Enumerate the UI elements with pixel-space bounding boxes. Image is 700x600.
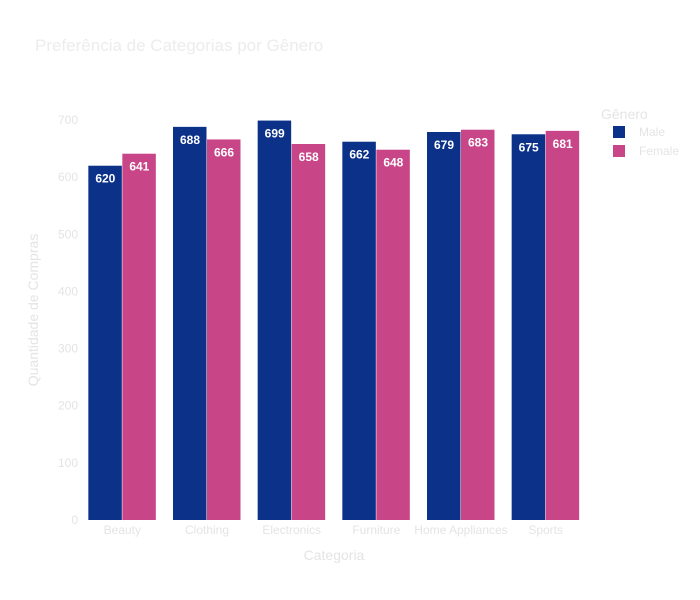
bar-male[interactable]: [173, 126, 207, 520]
x-tick-label: Sports: [528, 523, 563, 537]
x-tick-label: Electronics: [262, 523, 321, 537]
y-axis-title: Quantidade de Compras: [25, 234, 41, 387]
bar-female[interactable]: [545, 130, 580, 520]
bar-female[interactable]: [122, 153, 156, 520]
chart-title: Preferência de Categorias por Gênero: [35, 36, 323, 55]
bar-male[interactable]: [511, 134, 546, 521]
bar-value-label: 666: [214, 145, 234, 159]
legend-label-male[interactable]: Male: [639, 125, 665, 139]
bar-value-label: 683: [468, 136, 488, 150]
x-tick-label: Clothing: [185, 523, 229, 537]
x-tick-label: Beauty: [104, 523, 141, 537]
y-tick-label: 300: [58, 342, 78, 356]
x-axis: Beauty Clothing Electronics Furniture Home A…: [104, 523, 563, 537]
y-tick-label: 700: [58, 113, 78, 127]
bar-female[interactable]: [291, 144, 326, 520]
y-tick-label: 0: [71, 513, 78, 527]
bar-value-label: 679: [434, 138, 454, 152]
y-tick-label: 200: [58, 399, 78, 413]
y-tick-label: 400: [58, 284, 78, 298]
bar-value-label: 662: [349, 148, 369, 162]
y-tick-label: 500: [58, 227, 78, 241]
legend-label-female[interactable]: Female: [639, 144, 679, 158]
legend: Gênero Male Female: [601, 106, 679, 158]
bar-female[interactable]: [376, 149, 410, 520]
legend-swatch-female[interactable]: [613, 145, 625, 157]
bar-value-label: 648: [383, 156, 403, 170]
bar-value-label: 699: [265, 127, 285, 141]
bar-male[interactable]: [427, 132, 461, 520]
legend-swatch-male[interactable]: [613, 126, 625, 138]
x-axis-title: Categoria: [304, 547, 365, 563]
x-tick-label: Home Appliances: [414, 523, 507, 537]
bar-value-label: 688: [180, 133, 200, 147]
y-tick-label: 600: [58, 170, 78, 184]
bar-value-label: 641: [129, 160, 149, 174]
bar-female[interactable]: [461, 129, 495, 520]
bar-value-label: 620: [95, 172, 115, 186]
bar-value-label: 658: [299, 150, 319, 164]
x-tick-label: Furniture: [352, 523, 400, 537]
bar-female[interactable]: [207, 139, 241, 520]
legend-title: Gênero: [601, 106, 648, 122]
bars: 620 641 688 666 699 658 662 648 679 683 675 681: [88, 120, 580, 521]
bar-male[interactable]: [88, 165, 122, 520]
bar-value-label: 675: [519, 140, 539, 154]
y-axis: 0 100 200 300 400 500 600 700: [58, 113, 78, 527]
y-tick-label: 100: [58, 456, 78, 470]
bar-male[interactable]: [342, 141, 376, 520]
bar-value-label: 681: [553, 137, 573, 151]
bar-male[interactable]: [257, 120, 292, 521]
